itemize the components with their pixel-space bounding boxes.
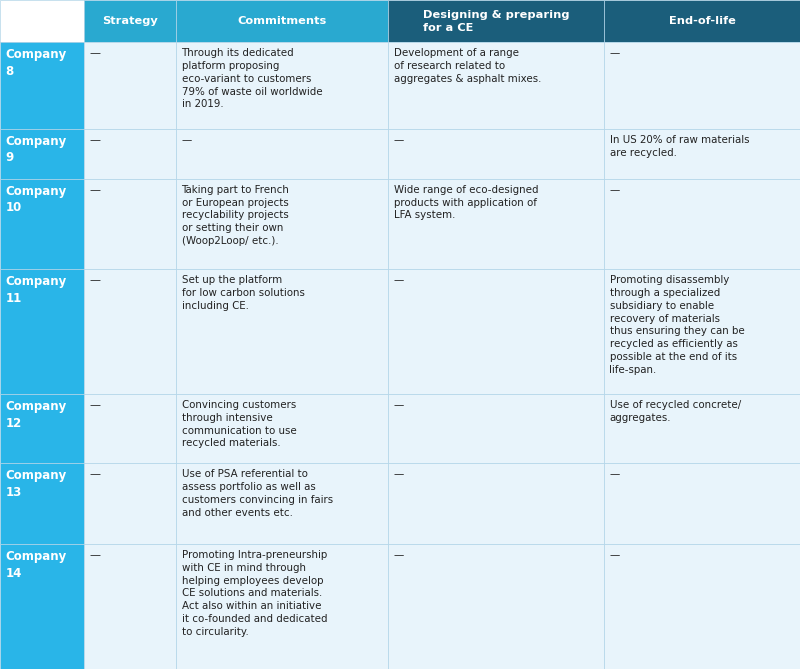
Bar bbox=[0, 394, 84, 464]
Text: End-of-life: End-of-life bbox=[669, 16, 735, 26]
Bar bbox=[0, 269, 84, 394]
Bar bbox=[176, 129, 388, 179]
Text: —: — bbox=[90, 48, 101, 58]
Bar bbox=[0, 544, 84, 669]
Bar bbox=[84, 129, 176, 179]
Text: —: — bbox=[90, 134, 101, 145]
Text: Through its dedicated
platform proposing
eco-variant to customers
79% of waste o: Through its dedicated platform proposing… bbox=[182, 48, 322, 110]
Bar bbox=[604, 544, 800, 669]
Bar bbox=[388, 544, 604, 669]
Bar bbox=[176, 394, 388, 464]
Text: —: — bbox=[394, 550, 404, 560]
Text: Development of a range
of research related to
aggregates & asphalt mixes.: Development of a range of research relat… bbox=[394, 48, 541, 84]
Text: Promoting disassembly
through a specialized
subsidiary to enable
recovery of mat: Promoting disassembly through a speciali… bbox=[610, 275, 744, 375]
Bar bbox=[176, 544, 388, 669]
Text: —: — bbox=[394, 275, 404, 285]
Bar bbox=[84, 269, 176, 394]
Bar bbox=[0, 0, 84, 42]
Text: Company
11: Company 11 bbox=[6, 275, 66, 304]
Bar bbox=[0, 179, 84, 269]
Bar bbox=[604, 42, 800, 129]
Text: In US 20% of raw materials
are recycled.: In US 20% of raw materials are recycled. bbox=[610, 134, 749, 158]
Bar bbox=[604, 129, 800, 179]
Bar bbox=[84, 544, 176, 669]
Text: —: — bbox=[90, 469, 101, 479]
Bar bbox=[176, 464, 388, 544]
Bar bbox=[388, 129, 604, 179]
Bar bbox=[84, 464, 176, 544]
Text: —: — bbox=[610, 550, 620, 560]
Bar bbox=[604, 394, 800, 464]
Text: Taking part to French
or European projects
recyclability projects
or setting the: Taking part to French or European projec… bbox=[182, 185, 290, 246]
Text: —: — bbox=[394, 400, 404, 410]
Text: Company
12: Company 12 bbox=[6, 400, 66, 429]
Bar bbox=[84, 179, 176, 269]
Text: Strategy: Strategy bbox=[102, 16, 158, 26]
Text: —: — bbox=[182, 134, 192, 145]
Bar bbox=[388, 42, 604, 129]
Text: Commitments: Commitments bbox=[238, 16, 326, 26]
Bar bbox=[176, 179, 388, 269]
Bar bbox=[604, 269, 800, 394]
Text: Designing & preparing
for a CE: Designing & preparing for a CE bbox=[422, 10, 570, 33]
Text: Company
14: Company 14 bbox=[6, 550, 66, 579]
Text: Company
10: Company 10 bbox=[6, 185, 66, 214]
Bar bbox=[388, 394, 604, 464]
Text: —: — bbox=[90, 275, 101, 285]
Text: Company
9: Company 9 bbox=[6, 134, 66, 165]
Bar bbox=[604, 179, 800, 269]
Text: —: — bbox=[394, 469, 404, 479]
Bar bbox=[0, 464, 84, 544]
Bar bbox=[176, 269, 388, 394]
Text: —: — bbox=[90, 550, 101, 560]
Bar bbox=[84, 394, 176, 464]
Text: Promoting Intra-preneurship
with CE in mind through
helping employees develop
CE: Promoting Intra-preneurship with CE in m… bbox=[182, 550, 327, 637]
Text: Use of PSA referential to
assess portfolio as well as
customers convincing in fa: Use of PSA referential to assess portfol… bbox=[182, 469, 333, 518]
Text: Use of recycled concrete/
aggregates.: Use of recycled concrete/ aggregates. bbox=[610, 400, 741, 423]
Bar bbox=[0, 42, 84, 129]
Bar bbox=[388, 269, 604, 394]
Bar bbox=[0, 129, 84, 179]
Text: —: — bbox=[90, 400, 101, 410]
Bar bbox=[388, 179, 604, 269]
Text: —: — bbox=[90, 185, 101, 195]
Bar bbox=[604, 0, 800, 42]
Text: —: — bbox=[610, 469, 620, 479]
Bar bbox=[84, 0, 176, 42]
Text: —: — bbox=[394, 134, 404, 145]
Bar bbox=[604, 464, 800, 544]
Text: —: — bbox=[610, 185, 620, 195]
Text: —: — bbox=[610, 48, 620, 58]
Bar bbox=[176, 0, 388, 42]
Text: Company
8: Company 8 bbox=[6, 48, 66, 78]
Bar bbox=[176, 42, 388, 129]
Bar bbox=[84, 42, 176, 129]
Text: Company
13: Company 13 bbox=[6, 469, 66, 499]
Text: Convincing customers
through intensive
communication to use
recycled materials.: Convincing customers through intensive c… bbox=[182, 400, 296, 448]
Bar bbox=[388, 0, 604, 42]
Text: Set up the platform
for low carbon solutions
including CE.: Set up the platform for low carbon solut… bbox=[182, 275, 304, 310]
Text: Wide range of eco-designed
products with application of
LFA system.: Wide range of eco-designed products with… bbox=[394, 185, 538, 220]
Bar bbox=[388, 464, 604, 544]
